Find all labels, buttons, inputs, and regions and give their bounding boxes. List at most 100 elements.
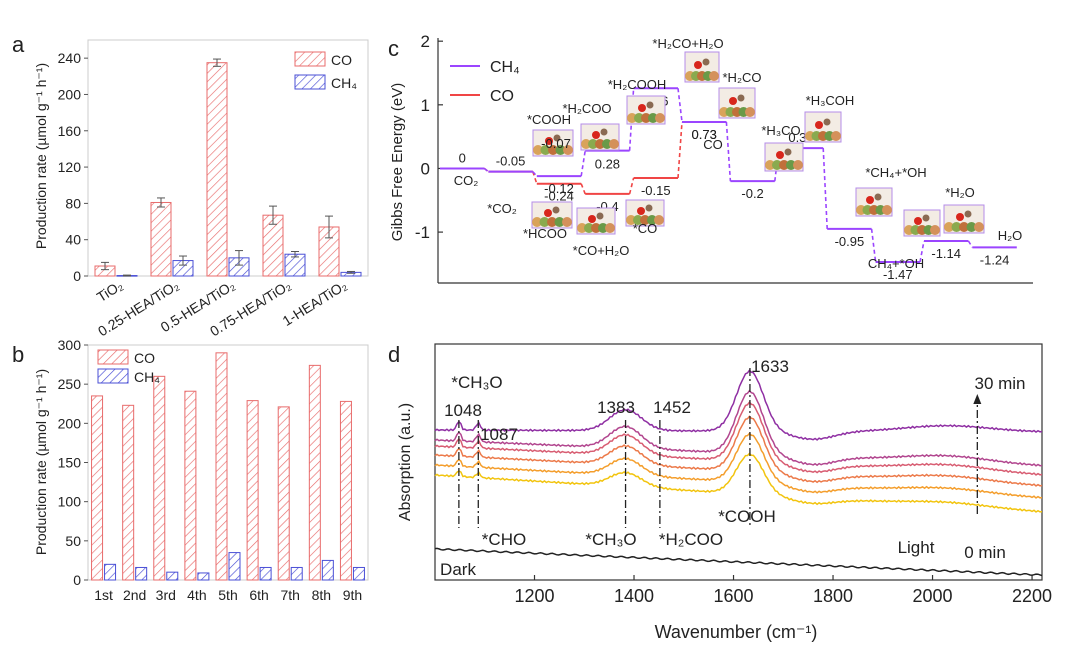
peak-label: 1048 [444, 401, 482, 420]
atom [974, 222, 984, 232]
bar-co [122, 404, 135, 581]
x-tick-label: 2200 [1012, 586, 1052, 606]
molecule-thumbnail [626, 95, 666, 125]
plot-frame [87, 39, 369, 277]
atom [581, 139, 591, 149]
y-tick-label: 0 [73, 268, 81, 284]
bar-ch4 [197, 572, 210, 581]
atom [914, 217, 922, 225]
panel-label-a: a [12, 32, 25, 57]
molecule-thumbnail [903, 209, 941, 237]
atom [641, 113, 651, 123]
atom [600, 128, 608, 136]
energy-connector [628, 177, 635, 195]
atom [694, 61, 702, 69]
atom [563, 145, 573, 155]
legend-label: CH₄ [331, 75, 357, 91]
atom [874, 193, 882, 201]
atom [562, 217, 572, 227]
molecule-thumbnail [532, 129, 574, 157]
x-category-label: 6th [249, 587, 268, 603]
legend-label: CO [134, 350, 155, 366]
x-category-label: 7th [280, 587, 299, 603]
energy-connector [677, 88, 683, 123]
atom [655, 113, 665, 123]
atom [592, 131, 600, 139]
spectrum-line [434, 415, 1043, 487]
panel-label-b: b [12, 342, 24, 367]
species-label: *HCOO [523, 226, 567, 241]
energy-connector [822, 148, 828, 229]
atom [956, 213, 964, 221]
species-label: *H₃COH [806, 93, 855, 108]
atom [595, 139, 605, 149]
atom [555, 145, 566, 155]
y-tick-label: 200 [58, 86, 82, 102]
atom [922, 214, 930, 222]
atom [633, 215, 643, 225]
atom [540, 145, 551, 155]
atom [745, 107, 755, 117]
y-axis-label: Production rate (µmol g⁻¹ h⁻¹) [33, 369, 49, 555]
atom [547, 217, 557, 227]
species-label: CH₄+*OH [868, 256, 924, 271]
panel-label-c: c [388, 36, 399, 61]
species-label: *H₃CO [761, 123, 800, 138]
peak-label: 1633 [751, 357, 789, 376]
species-label: -0.07 [541, 136, 571, 151]
atom [866, 196, 874, 204]
species-label: *CO₂ [487, 201, 517, 216]
energy-value-label: -1.47 [883, 267, 913, 282]
annotation-label: Dark [440, 560, 476, 579]
atom [596, 212, 604, 220]
atom [815, 121, 823, 129]
energy-connector [483, 167, 489, 173]
y-tick-label: 80 [65, 195, 81, 211]
species-label: *CHO [482, 530, 526, 549]
atom [609, 139, 619, 149]
x-tick-label: 1600 [714, 586, 754, 606]
energy-connector [677, 121, 683, 179]
atom [786, 160, 796, 170]
species-label: H₂O [998, 228, 1023, 243]
x-category-label: 9th [343, 587, 362, 603]
peak-label: 1383 [597, 398, 635, 417]
species-label: *CH₄+*OH [865, 165, 926, 180]
species-label: *H₂COOH [608, 77, 667, 92]
y-tick-label: 100 [58, 494, 82, 510]
y-tick-label: 2 [421, 32, 430, 51]
species-label: *CH₃O [451, 373, 502, 392]
bar-ch4 [228, 552, 241, 581]
molecule-thumbnail [718, 87, 756, 119]
atom [772, 160, 782, 170]
legend-label: CH₄ [134, 369, 160, 385]
y-tick-label: 240 [58, 50, 82, 66]
y-axis-label: Absorption (a.u.) [397, 403, 414, 521]
x-axis-label: Wavenumber (cm⁻¹) [655, 622, 818, 642]
species-label: *COOH [718, 507, 776, 526]
energy-value-label: -1.24 [980, 252, 1010, 267]
atom [553, 134, 561, 142]
legend-swatch-co [294, 51, 326, 67]
bar-co [308, 364, 321, 581]
annotation-label: Light [898, 538, 935, 557]
spectrum-line [434, 401, 1043, 476]
legend-swatch-co [97, 349, 129, 365]
x-category-label: 2nd [123, 587, 146, 603]
energy-connector [580, 150, 586, 177]
y-tick-label: 200 [58, 415, 82, 431]
x-tick-label: 2000 [913, 586, 953, 606]
atom [793, 160, 803, 170]
legend-swatch-ch4 [294, 74, 326, 90]
atom [637, 207, 645, 215]
bar-ch4 [284, 253, 306, 277]
spectrum-line [434, 389, 1043, 467]
atom [588, 215, 596, 223]
energy-value-label: -0.12 [544, 181, 574, 196]
atom [577, 223, 587, 233]
time-arrow-head [973, 394, 982, 404]
atom [605, 223, 615, 233]
species-label: *COOH [527, 112, 571, 127]
energy-value-label: 0.73 [692, 127, 717, 142]
molecule-thumbnail [580, 123, 620, 151]
